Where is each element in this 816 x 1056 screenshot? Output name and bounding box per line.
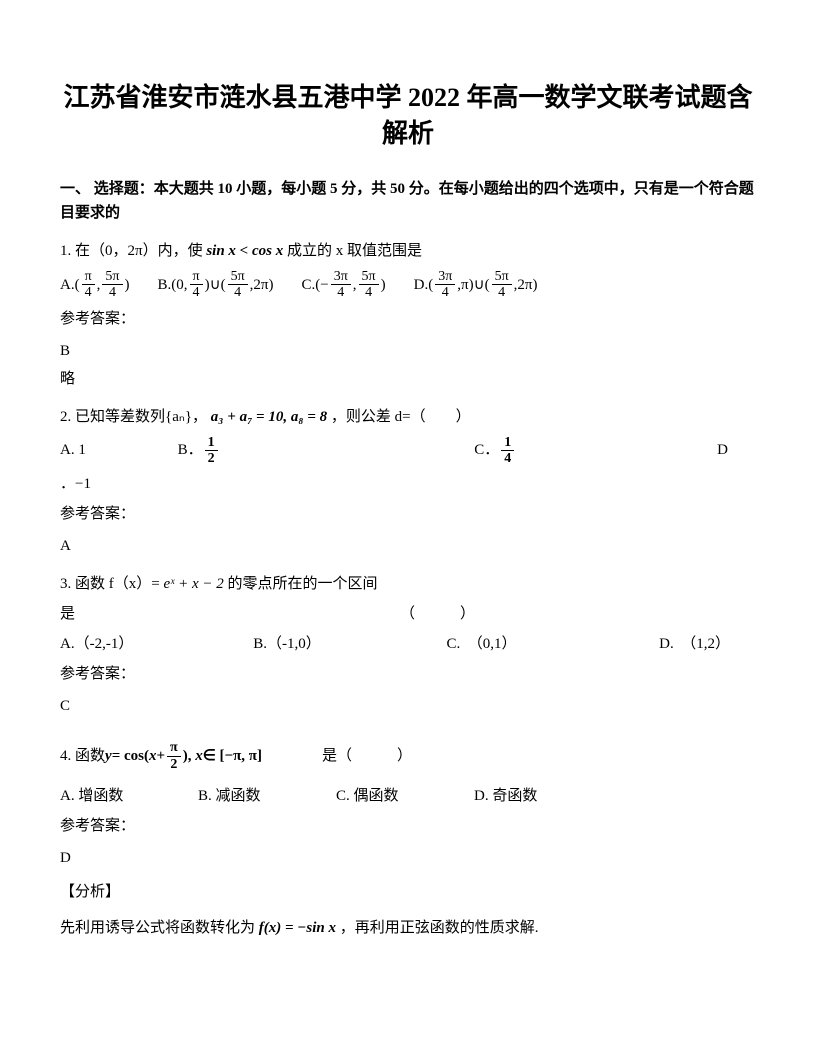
q3-stem-suffix: 的零点所在的一个区间: [228, 576, 378, 592]
q3-answer: C: [60, 694, 756, 718]
q4-analysis-suffix: ，再利用正弦函数的性质求解.: [340, 920, 539, 936]
question-2: 2. 已知等差数列{aₙ}， a₃ + a₇ = 10, a₈ = 8 ，则公差…: [60, 405, 756, 429]
q4-opt-a: A. 增函数: [60, 784, 170, 808]
q4-analysis-prefix: 先利用诱导公式将函数转化为: [60, 920, 259, 936]
q1-opt-a-label: A.: [60, 273, 75, 297]
q4-analysis-tag: 【分析】: [60, 880, 756, 904]
q4-stem-suffix: 是（ ）: [322, 744, 412, 768]
q3-opt-d: D. （1,2）: [659, 632, 728, 656]
q3-answer-label: 参考答案：: [60, 662, 756, 686]
q4-expr: y = cos(x + π2), x ∈ [−π, π]: [105, 740, 262, 772]
q1-opt-d-expr: (3π4,π)∪(5π4,2π): [428, 269, 537, 301]
q2-opt-b-label: B．: [178, 438, 203, 462]
section-1-header: 一、 选择题：本大题共 10 小题，每小题 5 分，共 50 分。在每小题给出的…: [60, 177, 756, 225]
q4-opt-c: C. 偶函数: [336, 784, 446, 808]
q2-opt-d-tail: D: [717, 438, 728, 462]
q1-stem-prefix: 1. 在（0，2π）内，使: [60, 243, 206, 259]
q1-opt-b: B. (0,π4)∪(5π4,2π): [158, 269, 274, 301]
q4-answer-label: 参考答案：: [60, 814, 756, 838]
q3-options: A.（-2,-1） B.（-1,0） C. （0,1） D. （1,2）: [60, 632, 756, 656]
q3-opt-b: B.（-1,0）: [253, 632, 418, 656]
q1-opt-b-label: B.: [158, 273, 172, 297]
q1-explain: 略: [60, 367, 756, 391]
q4-stem-prefix: 4. 函数: [60, 744, 105, 768]
q1-opt-a-expr: (π4,5π4): [75, 269, 130, 301]
q3-stem-prefix: 3. 函数 f（x）=: [60, 576, 163, 592]
q3-stem-line2-row: 是 （ ）: [60, 602, 756, 626]
q3-stem-line2: 是: [60, 602, 400, 626]
q2-stem-prefix: 2. 已知等差数列{aₙ}，: [60, 409, 207, 425]
q2-opt-c-frac: 14: [501, 435, 514, 467]
q2-answer-label: 参考答案：: [60, 502, 756, 526]
q2-stem-suffix: ，则公差 d=（ ）: [331, 409, 471, 425]
q1-opt-d: D. (3π4,π)∪(5π4,2π): [414, 269, 538, 301]
q1-answer-label: 参考答案：: [60, 307, 756, 331]
q1-opt-c-expr: (−3π4,5π4): [315, 269, 385, 301]
q4-analysis: 先利用诱导公式将函数转化为 f(x) = −sin x ，再利用正弦函数的性质求…: [60, 916, 756, 940]
q3-opt-c: C. （0,1）: [446, 632, 631, 656]
q2-opt-c: C． 14: [474, 435, 689, 467]
q2-expr: a₃ + a₇ = 10, a₈ = 8: [211, 409, 327, 425]
q2-opt-c-label: C．: [474, 438, 499, 462]
q2-opt-a: A. 1: [60, 438, 150, 462]
q1-opt-c: C. (−3π4,5π4): [301, 269, 385, 301]
q2-opt-b-frac: 12: [205, 435, 218, 467]
q4-opt-d: D. 奇函数: [474, 784, 537, 808]
page-title: 江苏省淮安市涟水县五港中学 2022 年高一数学文联考试题含解析: [60, 80, 756, 153]
q3-expr: eˣ + x − 2: [163, 576, 223, 592]
q2-answer: A: [60, 534, 756, 558]
q1-options: A. (π4,5π4) B. (0,π4)∪(5π4,2π) C. (−3π4,…: [60, 269, 756, 301]
q2-options: A. 1 B． 12 C． 14 D: [60, 435, 756, 467]
q2-opt-d: ．−1: [60, 472, 756, 496]
q4-answer: D: [60, 846, 756, 870]
question-3: 3. 函数 f（x）= eˣ + x − 2 的零点所在的一个区间: [60, 572, 756, 596]
q1-stem-suffix: 成立的 x 取值范围是: [287, 243, 422, 259]
q1-answer: B: [60, 339, 756, 363]
question-1: 1. 在（0，2π）内，使 sin x < cos x 成立的 x 取值范围是: [60, 239, 756, 263]
q4-opt-b: B. 减函数: [198, 784, 308, 808]
q3-paren: （ ）: [400, 602, 475, 626]
q1-opt-a: A. (π4,5π4): [60, 269, 130, 301]
q1-opt-d-label: D.: [414, 273, 429, 297]
q2-opt-b: B． 12: [178, 435, 447, 467]
q3-opt-a: A.（-2,-1）: [60, 632, 225, 656]
question-4: 4. 函数 y = cos(x + π2), x ∈ [−π, π] 是（ ）: [60, 740, 412, 772]
q1-opt-b-expr: (0,π4)∪(5π4,2π): [171, 269, 273, 301]
q4-options: A. 增函数 B. 减函数 C. 偶函数 D. 奇函数: [60, 784, 756, 808]
q1-expr: sin x < cos x: [206, 243, 283, 259]
q4-analysis-expr: f(x) = −sin x: [259, 920, 336, 936]
q1-opt-c-label: C.: [301, 273, 315, 297]
